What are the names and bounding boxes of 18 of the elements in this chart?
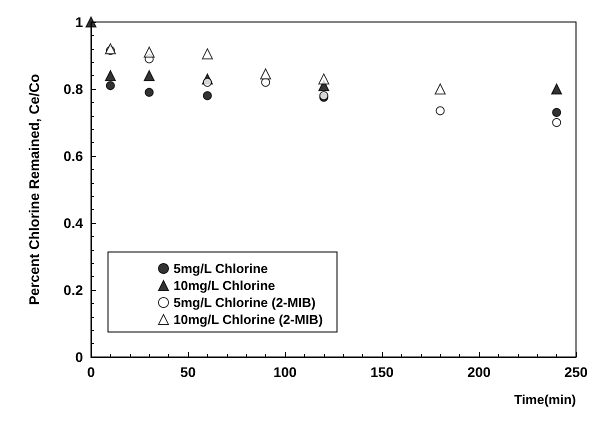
legend-label: 5mg/L Chlorine (2-MIB)	[174, 295, 316, 310]
legend-label: 5mg/L Chlorine	[174, 261, 268, 276]
y-axis-title: Percent Chlorine Remained, Ce/Co	[26, 74, 42, 306]
y-tick-label: 0	[75, 349, 84, 365]
x-tick-label: 150	[370, 364, 394, 380]
x-tick-label: 100	[273, 364, 297, 380]
x-axis-title: Time(min)	[514, 392, 576, 407]
y-tick-label: 0.4	[64, 215, 84, 231]
legend-label: 10mg/L Chlorine	[174, 278, 276, 293]
y-tick-label: 0.6	[64, 148, 84, 164]
x-tick-label: 50	[180, 364, 196, 380]
x-tick-label: 0	[87, 364, 96, 380]
x-tick-label: 250	[564, 364, 588, 380]
y-tick-label: 0.8	[64, 81, 84, 97]
y-tick-label: 1	[75, 14, 84, 30]
legend-label: 10mg/L Chlorine (2-MIB)	[174, 312, 323, 327]
x-tick-label: 200	[467, 364, 491, 380]
y-tick-label: 0.2	[64, 282, 84, 298]
